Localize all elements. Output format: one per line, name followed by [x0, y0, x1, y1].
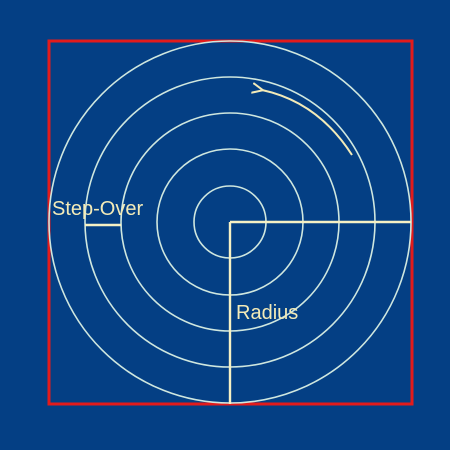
rotation-direction-arrow — [262, 90, 353, 156]
radius-label: Radius — [236, 302, 298, 324]
step-over-label: Step-Over — [52, 198, 143, 220]
